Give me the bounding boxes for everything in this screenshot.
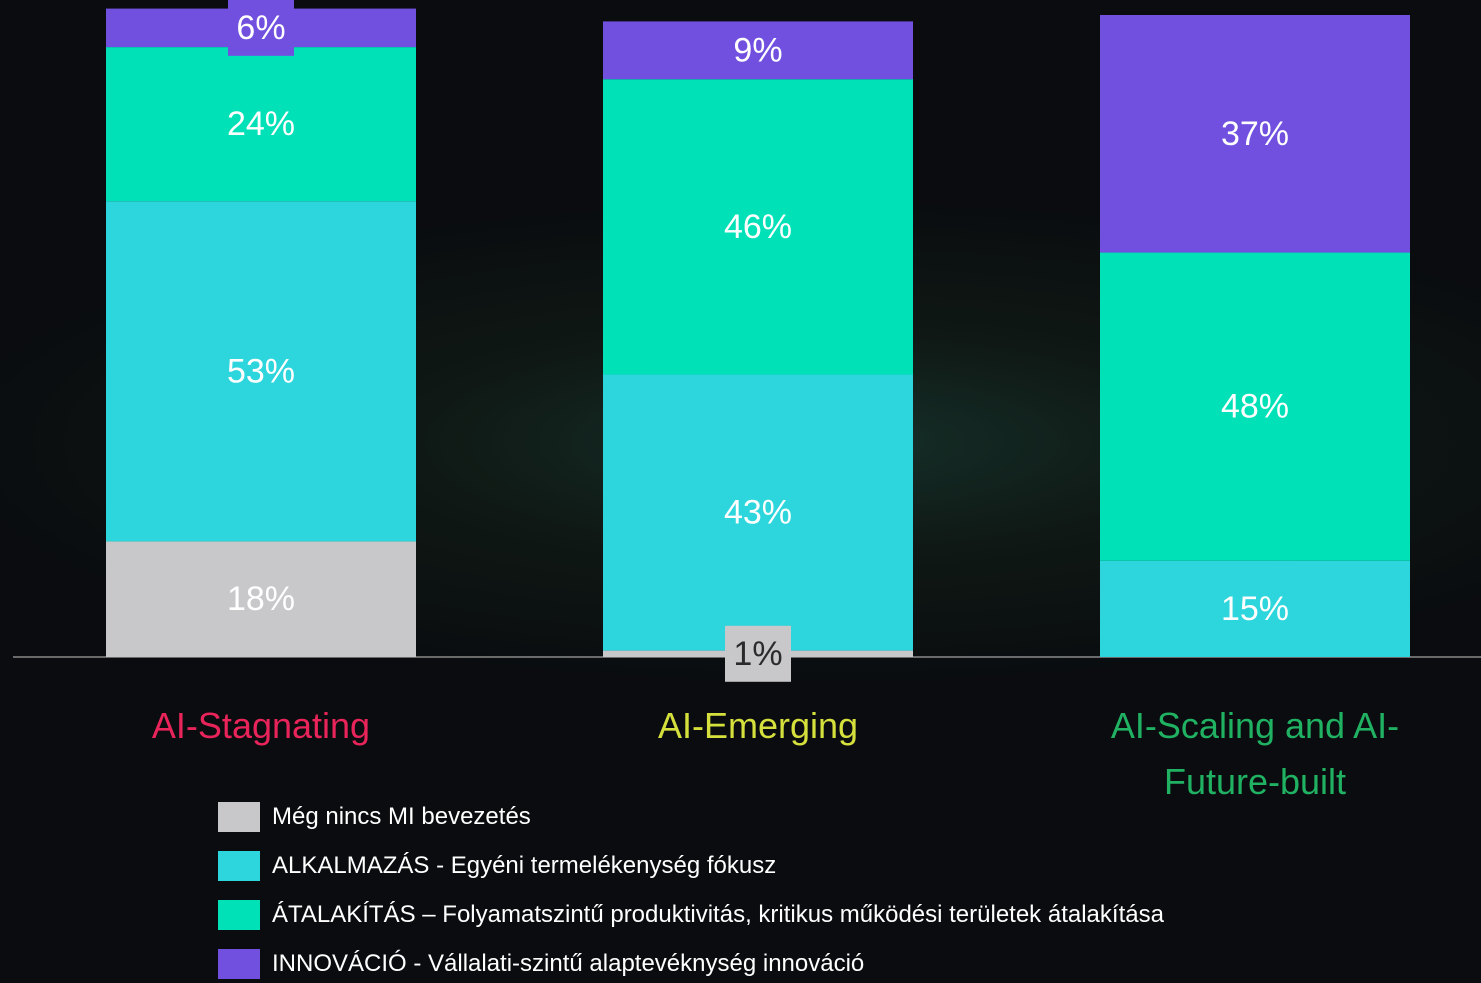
category-label: AI-Emerging bbox=[657, 705, 859, 746]
legend-label: ALKALMAZÁS - Egyéni termelékenység fókus… bbox=[272, 852, 777, 879]
data-label: 46% bbox=[724, 208, 792, 246]
data-label: 37% bbox=[1221, 115, 1289, 153]
data-label: 24% bbox=[227, 105, 295, 143]
bar-segment bbox=[1100, 252, 1410, 561]
data-label: 1% bbox=[733, 635, 782, 673]
bar-segment bbox=[106, 541, 416, 657]
category-label: AI-Stagnating bbox=[151, 705, 371, 746]
bar-segment bbox=[603, 79, 913, 375]
legend-label: Még nincs MI bevezetés bbox=[272, 803, 531, 830]
bar-segment bbox=[1100, 15, 1410, 253]
bar-segment bbox=[603, 21, 913, 80]
bar-segment bbox=[1100, 560, 1410, 657]
data-label: 15% bbox=[1221, 590, 1289, 628]
legend-swatch bbox=[218, 851, 260, 881]
data-label: 43% bbox=[724, 494, 792, 532]
legend-label: INNOVÁCIÓ - Vállalati-szintű alaptevékny… bbox=[272, 950, 865, 977]
data-label: 9% bbox=[733, 31, 782, 69]
bar-segment bbox=[603, 374, 913, 651]
legend-label: ÁTALAKÍTÁS – Folyamatszintű produktivitá… bbox=[272, 901, 1164, 928]
bar-segment bbox=[106, 47, 416, 202]
legend-item: ÁTALAKÍTÁS – Folyamatszintű produktivitá… bbox=[218, 900, 1164, 930]
category-label: AI-Scaling and AI-Future-built bbox=[1110, 705, 1400, 802]
label-box bbox=[725, 625, 791, 682]
data-label: 6% bbox=[236, 9, 285, 47]
bar-segment bbox=[106, 201, 416, 542]
data-label: 48% bbox=[1221, 388, 1289, 426]
label-box bbox=[228, 0, 294, 56]
data-label: 53% bbox=[227, 352, 295, 390]
data-label: 18% bbox=[227, 580, 295, 618]
legend-item: Még nincs MI bevezetés bbox=[218, 802, 531, 832]
legend-swatch bbox=[218, 802, 260, 832]
legend-item: ALKALMAZÁS - Egyéni termelékenység fókus… bbox=[218, 851, 776, 881]
legend-swatch bbox=[218, 949, 260, 979]
legend-item: INNOVÁCIÓ - Vállalati-szintű alaptevékny… bbox=[218, 949, 864, 979]
legend-swatch bbox=[218, 900, 260, 930]
